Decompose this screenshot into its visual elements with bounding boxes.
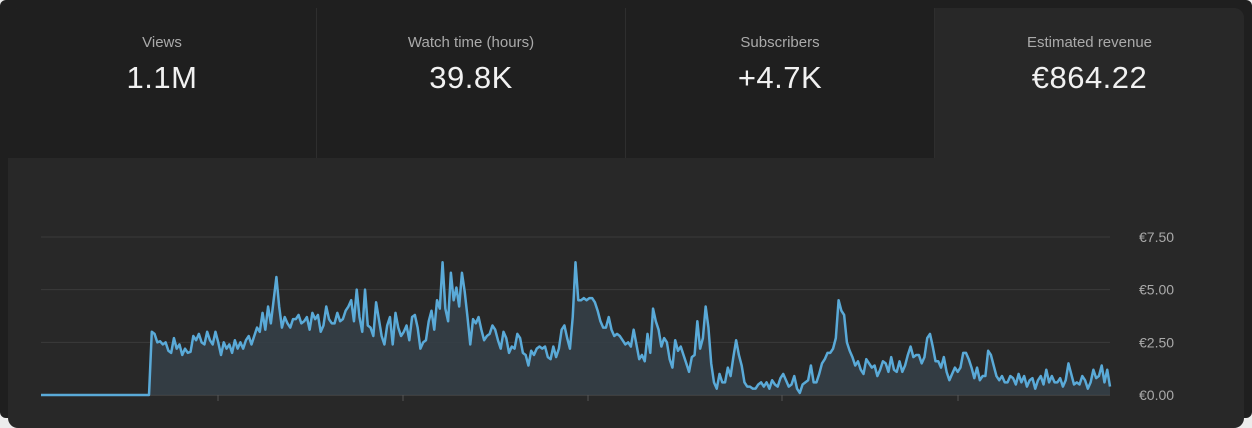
analytics-card: Views 1.1M Watch time (hours) 39.8K Subs…: [8, 8, 1244, 428]
revenue-chart: €0.00 €2.50 €5.00 €7.50: [8, 158, 1244, 428]
metric-tabs: Views 1.1M Watch time (hours) 39.8K Subs…: [8, 8, 1244, 158]
metric-value: €864.22: [1031, 60, 1148, 95]
metric-value: 39.8K: [429, 60, 513, 95]
y-axis-ticks: €0.00 €2.50 €5.00 €7.50: [1139, 229, 1174, 403]
y-tick-label: €0.00: [1139, 387, 1174, 403]
y-tick-label: €7.50: [1139, 229, 1174, 245]
metric-tab-watch-time[interactable]: Watch time (hours) 39.8K: [317, 8, 626, 158]
metric-label: Views: [142, 34, 182, 51]
metric-label: Subscribers: [740, 34, 820, 51]
metric-label: Watch time (hours): [407, 34, 535, 51]
metric-value: +4.7K: [737, 60, 823, 95]
revenue-line: [41, 261, 1112, 397]
metric-tab-views[interactable]: Views 1.1M: [8, 8, 317, 158]
metric-tab-subscribers[interactable]: Subscribers +4.7K: [626, 8, 935, 158]
metric-label: Estimated revenue: [1026, 34, 1153, 51]
metric-tab-estimated-revenue[interactable]: Estimated revenue €864.22: [935, 8, 1244, 158]
y-tick-label: €5.00: [1139, 282, 1174, 298]
metric-value: 1.1M: [126, 60, 198, 95]
y-tick-label: €2.50: [1139, 334, 1174, 350]
revenue-area: [41, 262, 1110, 395]
x-axis-ticks: [217, 395, 959, 401]
chart-svg: €0.00 €2.50 €5.00 €7.50: [41, 229, 1174, 403]
